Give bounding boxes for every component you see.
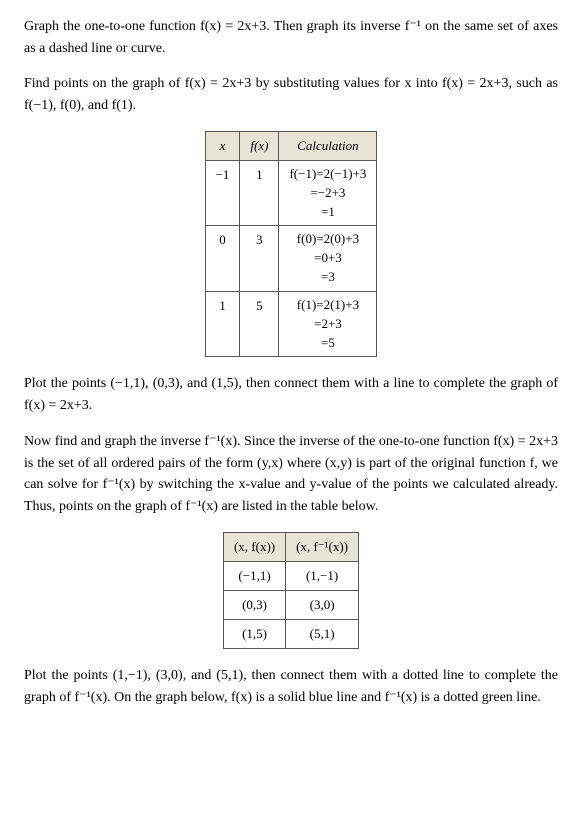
calc-line: =1	[321, 204, 335, 219]
calc-line: f(−1)=2(−1)+3	[289, 166, 366, 181]
table-row: 1 5 f(1)=2(1)+3 =2+3 =5	[205, 291, 377, 357]
paragraph-intro: Graph the one-to-one function f(x) = 2x+…	[24, 16, 558, 59]
table-row: (0,3) (3,0)	[223, 590, 358, 619]
cell-x: 1	[205, 291, 240, 357]
cell-pair: (0,3)	[223, 590, 285, 619]
table-row: (1,5) (5,1)	[223, 620, 358, 649]
calc-line: =3	[321, 269, 335, 284]
cell-pair: (5,1)	[286, 620, 359, 649]
table-fx: x f(x) Calculation −1 1 f(−1)=2(−1)+3 =−…	[205, 131, 378, 358]
paragraph-find-points: Find points on the graph of f(x) = 2x+3 …	[24, 73, 558, 116]
table-row: −1 1 f(−1)=2(−1)+3 =−2+3 =1	[205, 160, 377, 226]
table-row: x f(x) Calculation	[205, 131, 377, 160]
cell-calc: f(−1)=2(−1)+3 =−2+3 =1	[279, 160, 377, 226]
cell-pair: (3,0)	[286, 590, 359, 619]
table-row: 0 3 f(0)=2(0)+3 =0+3 =3	[205, 226, 377, 292]
col-header-calc: Calculation	[279, 131, 377, 160]
cell-pair: (1,−1)	[286, 561, 359, 590]
paragraph-inverse: Now find and graph the inverse f⁻¹(x). S…	[24, 431, 558, 518]
cell-calc: f(0)=2(0)+3 =0+3 =3	[279, 226, 377, 292]
calc-line: =2+3	[314, 316, 342, 331]
col-header-fx: f(x)	[240, 131, 279, 160]
cell-fx: 5	[240, 291, 279, 357]
cell-calc: f(1)=2(1)+3 =2+3 =5	[279, 291, 377, 357]
table-row: (−1,1) (1,−1)	[223, 561, 358, 590]
cell-fx: 3	[240, 226, 279, 292]
cell-fx: 1	[240, 160, 279, 226]
col-header-xfinv: (x, f⁻¹(x))	[286, 532, 359, 561]
calc-line: =−2+3	[310, 185, 345, 200]
calc-line: =0+3	[314, 250, 342, 265]
cell-x: 0	[205, 226, 240, 292]
calc-line: =5	[321, 335, 335, 350]
calc-line: f(1)=2(1)+3	[297, 297, 359, 312]
col-header-x: x	[205, 131, 240, 160]
cell-pair: (1,5)	[223, 620, 285, 649]
paragraph-plot-fx: Plot the points (−1,1), (0,3), and (1,5)…	[24, 373, 558, 416]
col-header-xfx: (x, f(x))	[223, 532, 285, 561]
paragraph-plot-inverse: Plot the points (1,−1), (3,0), and (5,1)…	[24, 665, 558, 708]
calc-line: f(0)=2(0)+3	[297, 231, 359, 246]
table-inverse: (x, f(x)) (x, f⁻¹(x)) (−1,1) (1,−1) (0,3…	[223, 532, 359, 650]
cell-x: −1	[205, 160, 240, 226]
cell-pair: (−1,1)	[223, 561, 285, 590]
table-row: (x, f(x)) (x, f⁻¹(x))	[223, 532, 358, 561]
